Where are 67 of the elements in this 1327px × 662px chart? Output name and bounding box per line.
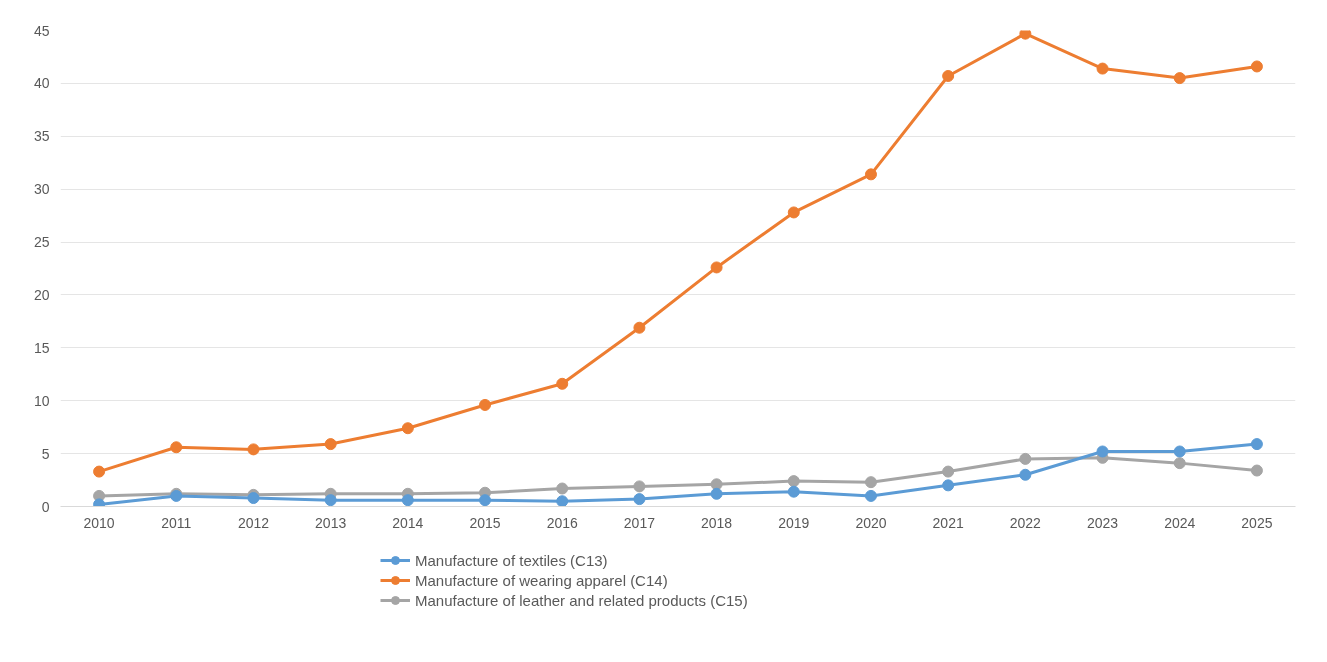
- x-tick-label: 2025: [1241, 514, 1273, 531]
- x-tick-label: 2018: [701, 514, 733, 531]
- point: [556, 482, 569, 495]
- y-tick-label: 15: [33, 339, 50, 356]
- point: [324, 438, 337, 451]
- y-tick-label: 0: [41, 498, 50, 515]
- point: [633, 493, 646, 506]
- point: [1096, 62, 1109, 75]
- legend-label: Manufacture of wearing apparel (C14): [415, 571, 668, 589]
- point: [479, 398, 492, 411]
- y-tick-label: 10: [33, 392, 50, 409]
- x-tick-label: 2012: [237, 514, 270, 531]
- x-tick-label: 2022: [1009, 514, 1042, 531]
- point: [1173, 445, 1186, 458]
- x-tick-label: 2010: [83, 514, 115, 531]
- point: [1250, 60, 1263, 73]
- y-tick-label: 5: [41, 445, 50, 462]
- point: [942, 70, 955, 82]
- x-tick-label: 2011: [161, 514, 192, 531]
- point: [556, 377, 569, 390]
- y-tick-label: 40: [33, 75, 50, 92]
- legend-label: Manufacture of leather and related products (C15): [415, 591, 748, 609]
- y-tick-label: 35: [33, 128, 50, 145]
- x-tick-label: 2015: [469, 514, 501, 531]
- point: [787, 206, 800, 219]
- y-tick-label: 25: [33, 234, 50, 251]
- x-tick-label: 2013: [315, 514, 347, 531]
- point: [170, 441, 183, 454]
- point: [401, 494, 414, 507]
- point: [324, 494, 337, 507]
- point: [1250, 438, 1263, 451]
- legend-label: Manufacture of textiles (C13): [415, 551, 608, 569]
- x-tick-label: 2019: [778, 514, 810, 531]
- point: [1173, 457, 1186, 470]
- point: [93, 465, 106, 478]
- x-tick-label: 2016: [546, 514, 578, 531]
- point: [556, 495, 569, 507]
- x-tick-label: 2014: [392, 514, 424, 531]
- point: [1019, 30, 1032, 40]
- point: [864, 168, 877, 181]
- x-tick-label: 2023: [1086, 514, 1119, 531]
- point: [633, 321, 646, 334]
- x-tick-label: 2024: [1164, 514, 1196, 531]
- y-tick-label: 20: [33, 286, 50, 303]
- point: [942, 479, 955, 492]
- point: [1019, 452, 1032, 465]
- point: [1250, 464, 1263, 477]
- y-tick-label: 30: [33, 181, 50, 198]
- x-tick-label: 2021: [932, 514, 964, 531]
- x-tick-label: 2020: [855, 514, 887, 531]
- point: [1173, 72, 1186, 85]
- point: [1096, 445, 1109, 458]
- point: [787, 485, 800, 498]
- point: [864, 476, 877, 489]
- point: [247, 492, 260, 505]
- point: [942, 465, 955, 478]
- point: [787, 475, 800, 488]
- point: [710, 487, 723, 500]
- point: [247, 443, 260, 456]
- point: [633, 480, 646, 493]
- x-tick-label: 2017: [623, 514, 656, 531]
- point: [864, 489, 877, 502]
- y-tick-label: 45: [33, 22, 50, 39]
- point: [1019, 468, 1032, 481]
- point: [401, 422, 414, 435]
- point: [479, 494, 492, 507]
- point: [710, 261, 723, 274]
